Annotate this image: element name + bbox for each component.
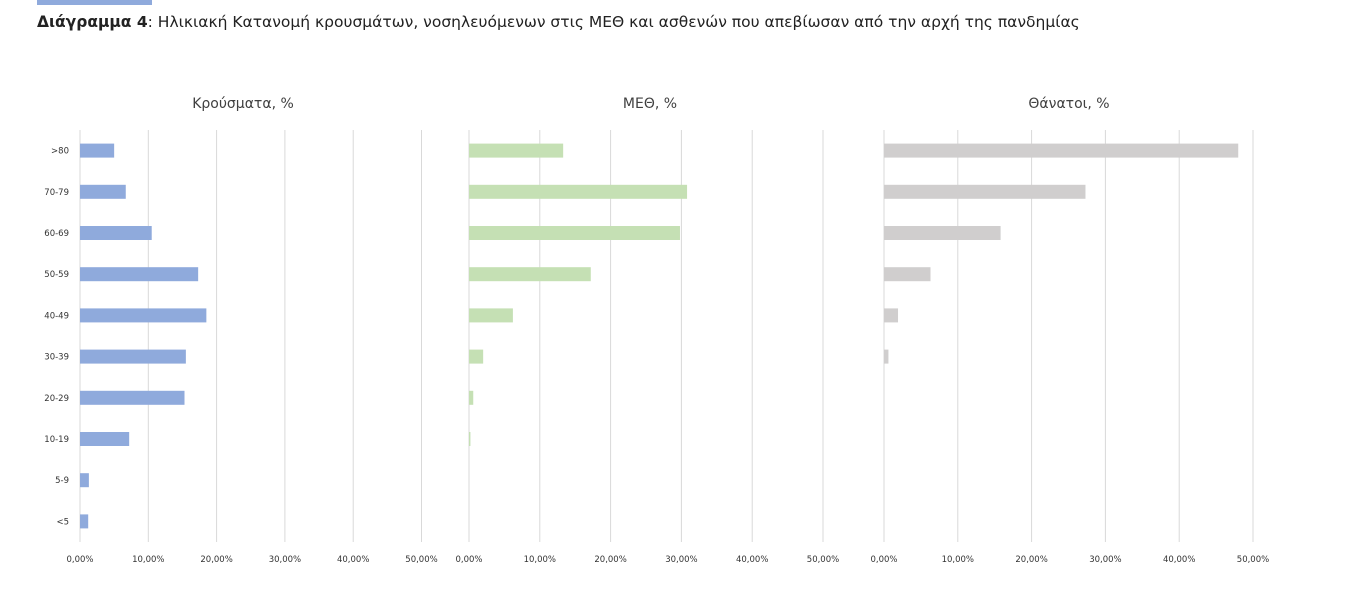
category-label: 10-19 (44, 435, 69, 445)
x-tick-label: 20,00% (200, 555, 232, 565)
bar (884, 143, 1239, 158)
bar (469, 226, 680, 240)
category-label: >80 (51, 147, 69, 157)
x-tick-label: 40,00% (1163, 555, 1195, 565)
chart-caption: Διάγραμμα 4: Ηλικιακή Κατανομή κρουσμάτω… (37, 13, 1080, 31)
bar (469, 143, 564, 158)
bar (469, 267, 591, 282)
category-label: <5 (56, 517, 69, 527)
bar (469, 308, 513, 323)
x-tick-label: 50,00% (807, 555, 839, 565)
x-tick-label: 0,00% (66, 555, 93, 565)
x-tick-label: 50,00% (405, 555, 437, 565)
bar (469, 184, 688, 199)
bar (469, 349, 484, 364)
caption-text: : Ηλικιακή Κατανομή κρουσμάτων, νοσηλευό… (147, 13, 1080, 31)
category-label: 40-49 (44, 311, 69, 321)
caption-label: Διάγραμμα 4 (37, 13, 148, 31)
bar (884, 349, 889, 364)
bar (80, 473, 89, 488)
category-label: 30-39 (44, 353, 69, 363)
x-tick-label: 20,00% (1015, 555, 1047, 565)
x-tick-label: 10,00% (524, 555, 556, 565)
bar (80, 349, 186, 364)
x-tick-label: 0,00% (455, 555, 482, 565)
bar (80, 267, 199, 282)
bar (80, 432, 130, 446)
category-label: 5-9 (55, 476, 69, 486)
bar (80, 308, 207, 323)
bar (884, 184, 1086, 199)
panel-title: Κρούσματα, % (192, 96, 294, 112)
bar (884, 226, 1001, 240)
category-label: 70-79 (44, 188, 69, 198)
bar (80, 226, 152, 240)
x-tick-label: 30,00% (665, 555, 697, 565)
bar (80, 514, 89, 529)
bar (469, 432, 471, 446)
category-label: 50-59 (44, 270, 69, 280)
bar (80, 390, 185, 405)
category-label: 60-69 (44, 229, 69, 239)
x-tick-label: 50,00% (1237, 555, 1269, 565)
x-tick-label: 30,00% (1089, 555, 1121, 565)
header-accent-bar (37, 0, 152, 5)
bar (469, 390, 474, 405)
category-label: 20-29 (44, 394, 69, 404)
x-tick-label: 0,00% (870, 555, 897, 565)
x-tick-label: 40,00% (337, 555, 369, 565)
x-tick-label: 40,00% (736, 555, 768, 565)
x-tick-label: 30,00% (269, 555, 301, 565)
x-tick-label: 10,00% (132, 555, 164, 565)
panel-title: ΜΕΘ, % (623, 96, 677, 112)
bar (80, 184, 126, 199)
bar (80, 143, 115, 158)
x-tick-label: 10,00% (942, 555, 974, 565)
bar (884, 308, 899, 323)
x-tick-label: 20,00% (594, 555, 626, 565)
panel-title: Θάνατοι, % (1028, 96, 1109, 112)
bar (884, 267, 931, 282)
